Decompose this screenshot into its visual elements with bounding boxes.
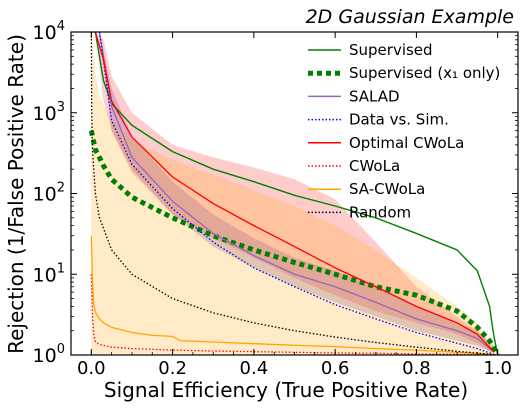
data-series (88, 32, 500, 355)
x-tick-label: 0.8 (402, 358, 431, 379)
legend-label-supervised: Supervised (349, 41, 433, 59)
chart-title: 2D Gaussian Example (306, 6, 514, 28)
y-tick-label: 100 (33, 342, 65, 367)
series-optimal-cwola (94, 32, 495, 353)
band-salad (99, 32, 494, 354)
series-salad (98, 32, 495, 353)
legend-label-data-vs-sim: Data vs. Sim. (349, 111, 449, 129)
x-tick-label: 0.6 (321, 358, 350, 379)
y-axis-label: Rejection (1/False Positive Rate) (4, 34, 28, 354)
x-tick-label: 1.0 (483, 358, 512, 379)
x-tick-label: 0.0 (77, 358, 106, 379)
x-axis-label: Signal Efficiency (True Positive Rate) (104, 378, 468, 402)
series-data-vs-sim (98, 32, 494, 355)
series-supervised (94, 32, 499, 355)
series-random (90, 32, 498, 355)
legend-label-salad: SALAD (349, 87, 400, 105)
x-tick-label: 0.4 (240, 358, 269, 379)
series-cwola (90, 274, 498, 355)
axis-ticks: 0.0 0.2 0.4 0.6 0.8 1.0 100 101 102 103 104 (33, 19, 519, 379)
legend-label-supervised-x-only: Supervised (x₁ only) (349, 64, 500, 82)
y-tick-label: 102 (33, 181, 65, 206)
legend: Supervised Supervised (x₁ only) SALAD Data … (308, 41, 500, 221)
y-tick-label: 101 (33, 261, 65, 286)
legend-label-cwola: CWoLa (349, 157, 400, 175)
series-sa-cwola (90, 235, 498, 355)
band-sa-cwola (91, 32, 498, 355)
y-tick-label: 104 (33, 19, 65, 44)
confidence-bands (91, 32, 498, 355)
band-optimal-cwola (95, 32, 494, 354)
legend-label-optimal-cwola: Optimal CWoLa (349, 134, 464, 152)
series-supervised-x-only (88, 130, 500, 355)
y-tick-label: 103 (33, 100, 65, 125)
x-tick-label: 0.2 (158, 358, 187, 379)
legend-label-random: Random (349, 203, 411, 221)
legend-label-sa-cwola: SA-CWoLa (349, 180, 425, 198)
